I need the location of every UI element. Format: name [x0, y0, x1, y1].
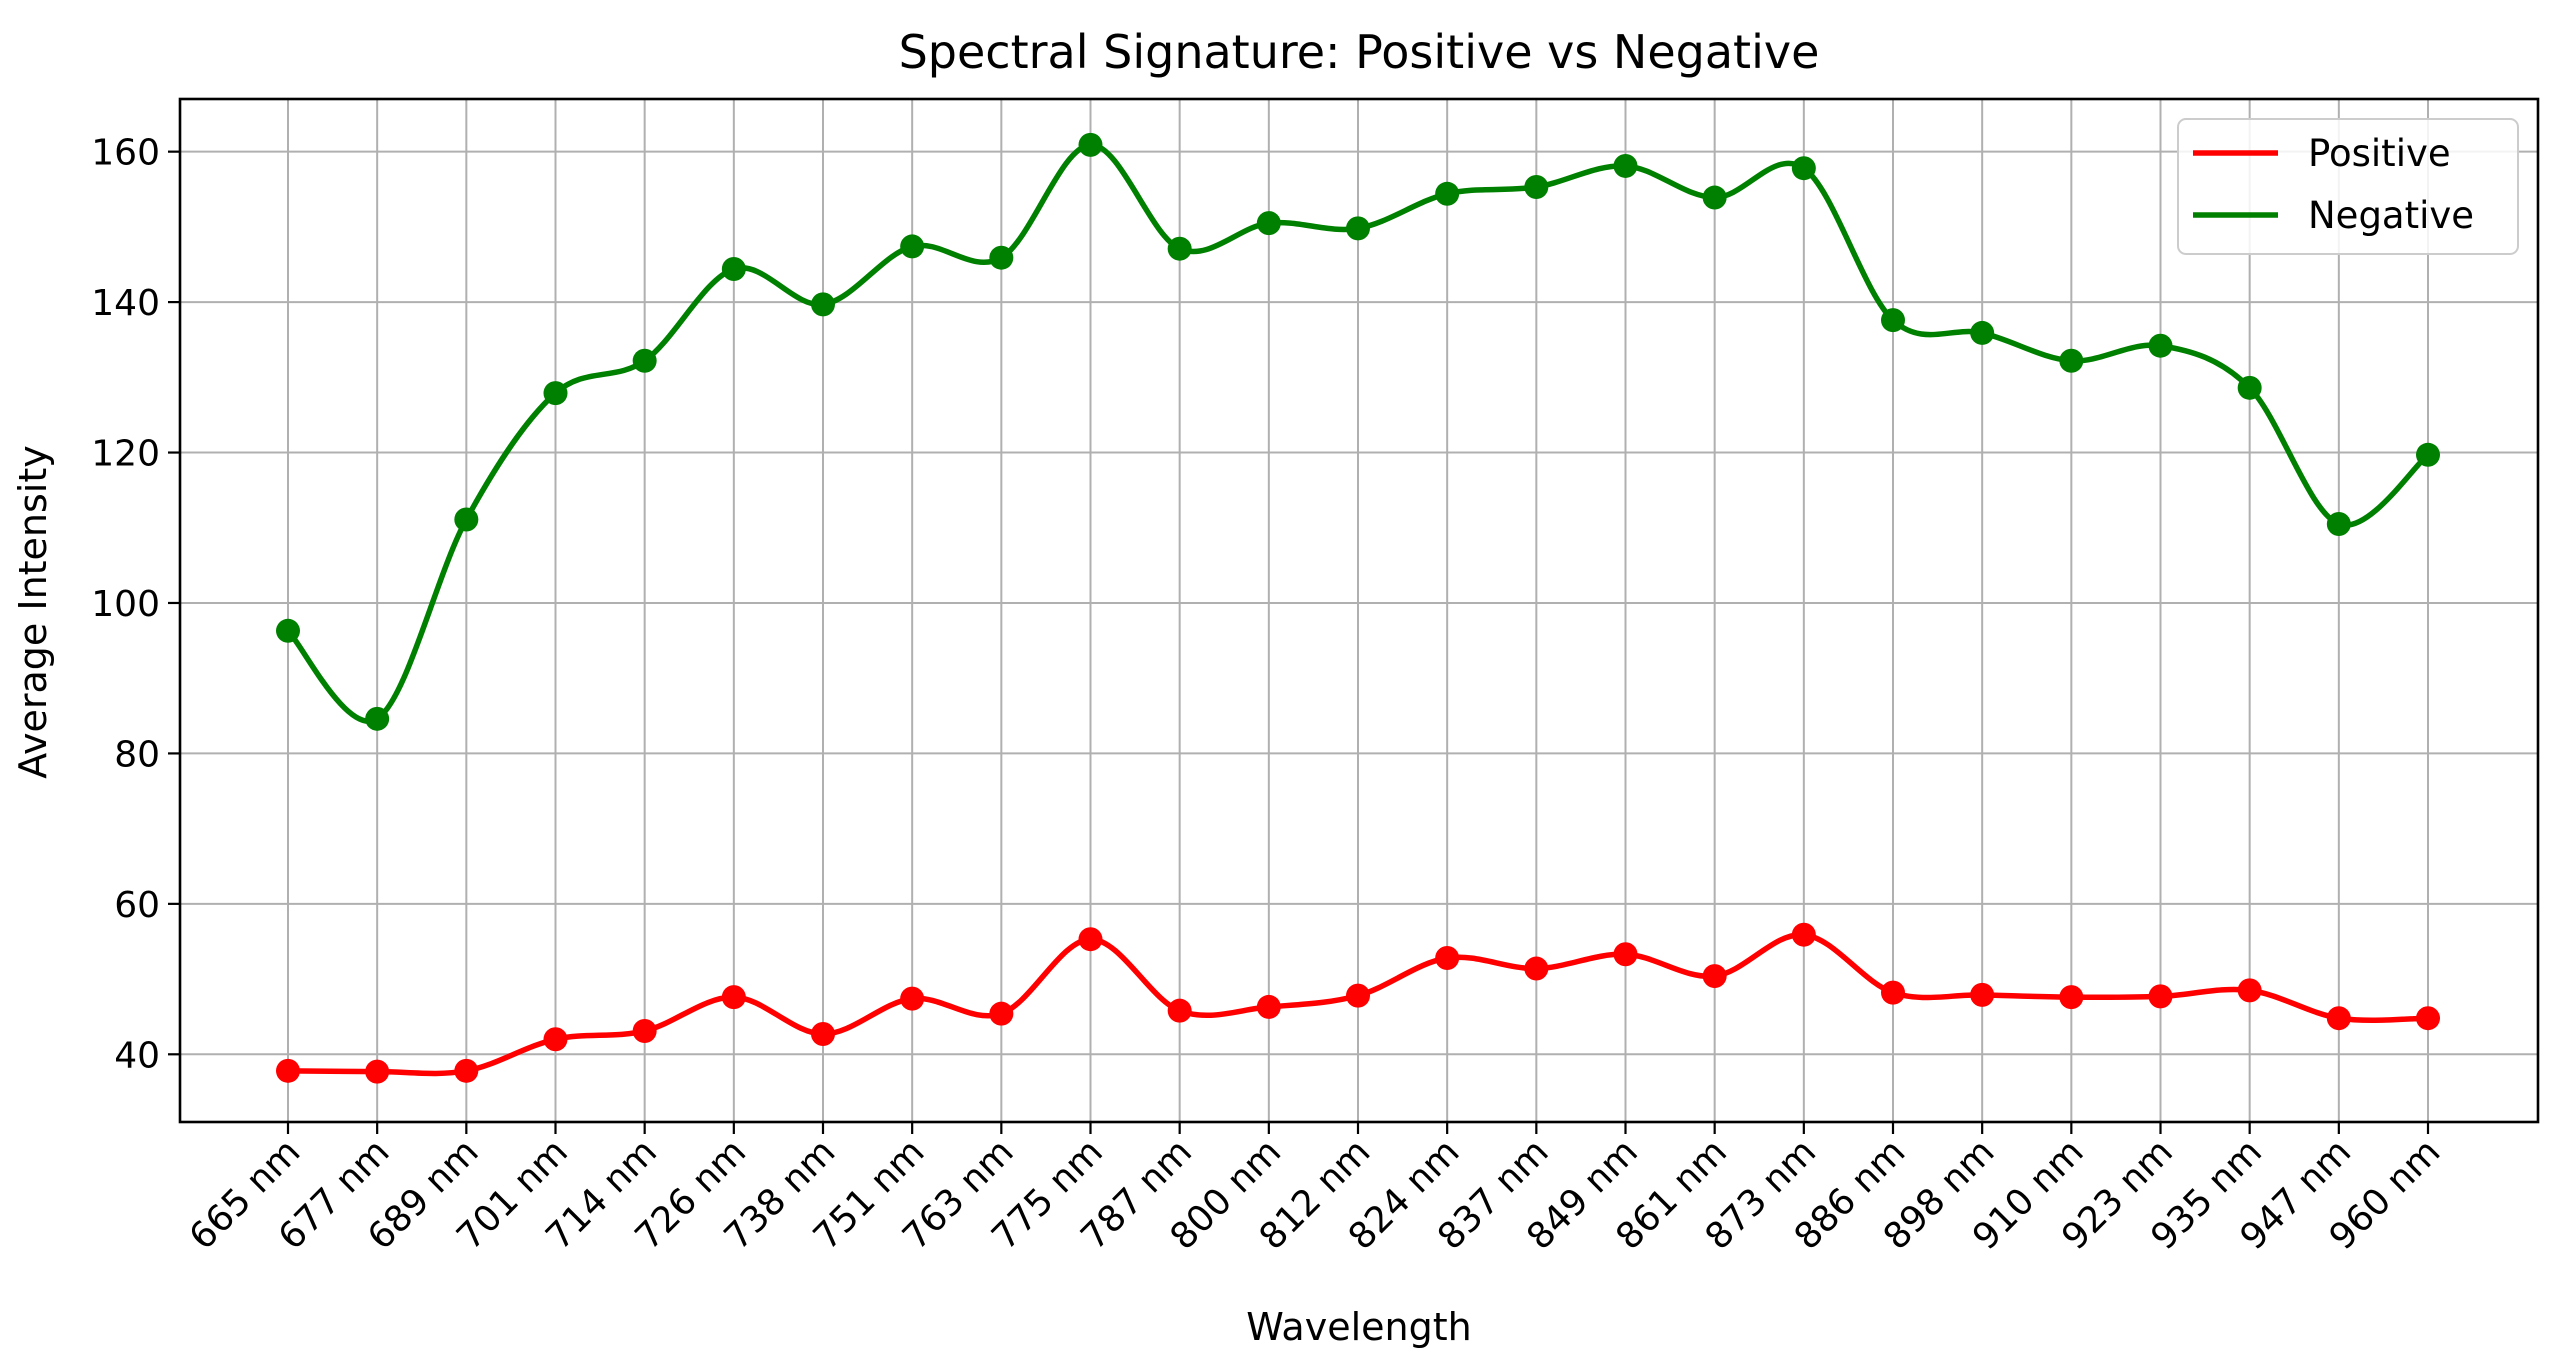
y-tick-label: 140	[91, 283, 160, 324]
data-point-positive	[632, 1018, 657, 1043]
data-point-positive	[276, 1058, 300, 1083]
y-tick-label: 100	[91, 584, 160, 625]
data-point-negative	[1256, 211, 1281, 236]
y-tick-label: 40	[114, 1035, 160, 1076]
data-point-positive	[1970, 982, 1995, 1007]
chart-title: Spectral Signature: Positive vs Negative	[899, 25, 1820, 79]
data-point-negative	[632, 348, 657, 373]
data-point-negative	[276, 618, 300, 643]
y-tick-label: 80	[114, 734, 160, 775]
data-point-positive	[365, 1059, 390, 1084]
data-point-positive	[1524, 956, 1549, 981]
data-point-positive	[721, 985, 746, 1010]
data-point-positive	[989, 1001, 1014, 1026]
y-axis-label: Average Intensity	[11, 445, 55, 779]
data-point-positive	[1256, 994, 1281, 1019]
data-point-negative	[1346, 216, 1370, 241]
data-point-negative	[1970, 320, 1995, 345]
y-tick-label: 160	[91, 133, 160, 174]
data-point-positive	[1791, 922, 1816, 947]
series-layer	[276, 132, 2440, 1084]
data-point-negative	[1524, 175, 1549, 200]
data-point-negative	[1791, 156, 1816, 181]
data-point-positive	[811, 1021, 835, 1046]
data-point-negative	[543, 381, 568, 406]
data-point-negative	[1881, 308, 1905, 333]
legend-label-negative: Negative	[2308, 194, 2474, 237]
data-point-negative	[365, 706, 390, 731]
series-negative	[276, 132, 2440, 731]
y-tick-label: 120	[91, 434, 160, 475]
data-point-positive	[2237, 978, 2262, 1003]
data-point-negative	[900, 234, 925, 259]
data-point-positive	[2148, 984, 2173, 1009]
legend-label-positive: Positive	[2308, 132, 2451, 175]
y-axis: 40 60 80 100 120 140 160	[91, 133, 180, 1076]
data-point-positive	[2059, 985, 2084, 1010]
data-point-negative	[1167, 236, 1192, 261]
data-point-positive	[454, 1058, 479, 1083]
series-positive	[276, 922, 2440, 1084]
data-point-negative	[811, 292, 835, 317]
data-point-negative	[721, 256, 746, 281]
data-point-negative	[2148, 333, 2173, 358]
data-point-negative	[2416, 442, 2440, 467]
data-point-positive	[1613, 942, 1638, 967]
data-point-negative	[1613, 153, 1638, 178]
data-point-positive	[900, 986, 925, 1011]
data-point-positive	[2416, 1006, 2440, 1031]
grid-lines	[180, 99, 2538, 1122]
data-point-positive	[543, 1027, 568, 1052]
data-point-negative	[1435, 181, 1460, 206]
data-point-positive	[1167, 998, 1192, 1023]
data-point-negative	[989, 245, 1014, 270]
x-axis-label: Wavelength	[1246, 1305, 1471, 1349]
data-point-positive	[1702, 964, 1727, 989]
data-point-negative	[2237, 375, 2262, 400]
data-point-negative	[1702, 185, 1727, 210]
data-point-positive	[1435, 946, 1460, 971]
data-point-positive	[1881, 980, 1905, 1005]
legend: Positive Negative	[2177, 118, 2519, 255]
data-point-positive	[1078, 927, 1103, 952]
data-point-negative	[1078, 132, 1103, 157]
y-tick-label: 60	[114, 885, 160, 926]
data-point-positive	[2326, 1006, 2351, 1031]
data-point-negative	[454, 507, 479, 532]
data-point-negative	[2059, 348, 2084, 373]
data-point-negative	[2326, 511, 2351, 536]
data-point-positive	[1346, 983, 1370, 1008]
